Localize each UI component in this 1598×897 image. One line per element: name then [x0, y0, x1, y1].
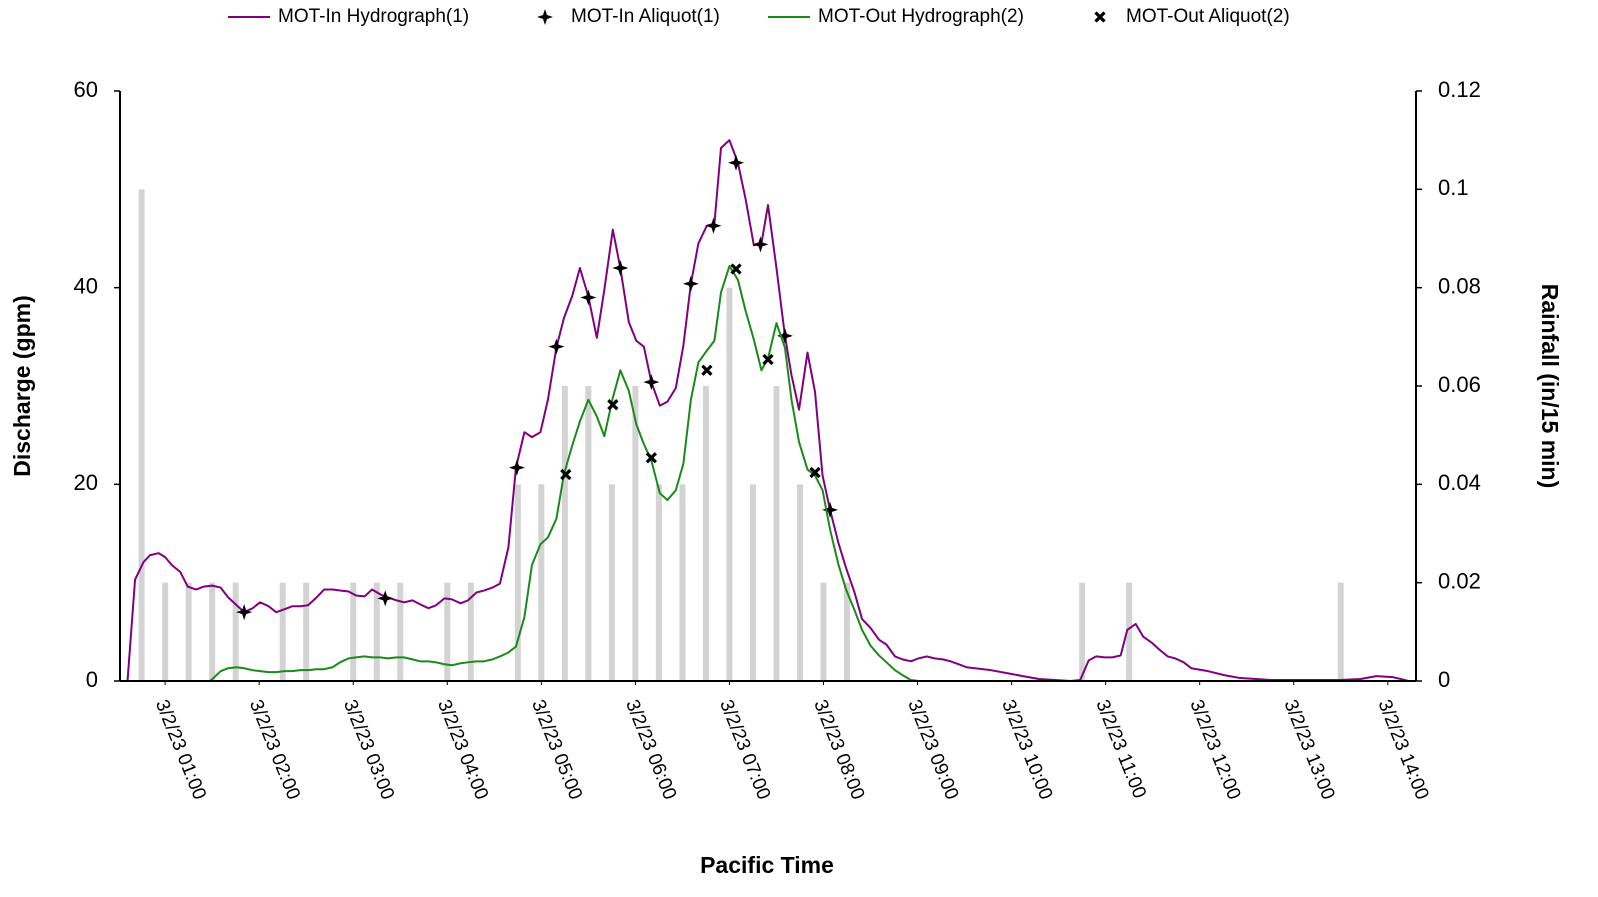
y-tick-label: 20: [74, 470, 98, 495]
x-tick-label: 3/2/23 02:00: [245, 697, 304, 803]
x-tick-label: 3/2/23 09:00: [903, 697, 962, 803]
rain-bar: [209, 582, 216, 681]
rain-bar: [655, 484, 662, 681]
marker: [701, 364, 713, 376]
y2-tick-label: 0: [1438, 667, 1450, 692]
rain-bar: [444, 582, 451, 681]
marker: [560, 468, 572, 481]
y-tick-label: 60: [74, 77, 98, 102]
rain-bar: [844, 582, 851, 681]
legend-label: MOT-Out Aliquot(2): [1126, 6, 1290, 27]
y-axis-title: Discharge (gpm): [9, 295, 35, 476]
rain-bar: [561, 386, 568, 681]
y2-tick-label: 0.12: [1438, 77, 1481, 102]
rain-bar: [514, 484, 521, 681]
legend-swatch: [537, 9, 553, 25]
marker: [730, 263, 742, 275]
marker: [607, 399, 619, 411]
legend-label: MOT-Out Hydrograph(2): [818, 6, 1024, 27]
marker: [645, 452, 658, 464]
rain-bar: [585, 386, 592, 681]
rain-bar: [749, 484, 756, 681]
x-tick-label: 3/2/23 03:00: [339, 697, 398, 803]
x-tick-label: 3/2/23 11:00: [1091, 697, 1150, 802]
y-tick-label: 0: [86, 667, 98, 692]
marker: [643, 374, 660, 391]
rain-bar: [1079, 582, 1086, 681]
x-tick-label: 3/2/23 01:00: [151, 697, 210, 803]
marker: [728, 154, 745, 171]
rain-bar: [1337, 582, 1344, 681]
marker: [752, 236, 769, 253]
y2-axis-title: Rainfall (in/15 min): [1537, 284, 1563, 488]
rain-bar: [796, 484, 803, 681]
legend-swatch: [1094, 11, 1106, 23]
x-tick-label: 3/2/23 05:00: [527, 697, 586, 803]
x-tick-label: 3/2/23 12:00: [1185, 697, 1244, 803]
rain-bar: [397, 582, 404, 681]
rain-bar: [538, 484, 545, 681]
rain-bar: [702, 386, 709, 681]
marker: [762, 353, 774, 366]
x-axis-title: Pacific Time: [700, 852, 834, 878]
marker: [776, 327, 793, 344]
y2-tick-label: 0.1: [1438, 175, 1469, 200]
x-tick-label: 3/2/23 10:00: [997, 697, 1056, 803]
marker: [822, 501, 839, 518]
hydrograph-line: [127, 265, 1409, 682]
hydrograph-line: [126, 139, 1409, 682]
marker: [508, 459, 525, 476]
marker: [236, 604, 253, 621]
legend-label: MOT-In Aliquot(1): [571, 6, 720, 27]
rain-bar: [773, 386, 780, 681]
rain-bar: [138, 189, 145, 682]
y2-tick-label: 0.08: [1438, 273, 1481, 298]
rain-bar: [1126, 582, 1133, 681]
y2-tick-label: 0.06: [1438, 372, 1481, 397]
x-tick-label: 3/2/23 07:00: [715, 697, 774, 803]
rain-bar: [232, 582, 239, 681]
rain-bar: [350, 582, 357, 681]
marker: [580, 289, 597, 306]
marker: [809, 466, 821, 479]
rain-bar: [162, 582, 169, 681]
rain-bar: [608, 484, 615, 681]
y2-tick-label: 0.04: [1438, 470, 1481, 495]
rain-bar: [820, 582, 827, 681]
x-tick-label: 3/2/23 06:00: [621, 697, 680, 803]
x-tick-label: 3/2/23 08:00: [809, 697, 868, 803]
y-tick-label: 40: [74, 273, 98, 298]
rain-bar: [726, 287, 733, 681]
x-tick-label: 3/2/23 13:00: [1279, 697, 1338, 803]
rain-bar: [303, 582, 310, 681]
rain-bar: [467, 582, 474, 681]
x-tick-label: 3/2/23 04:00: [433, 697, 492, 803]
rain-bar: [679, 484, 686, 681]
rain-bar: [279, 582, 286, 681]
marker: [548, 338, 565, 355]
y2-tick-label: 0.02: [1438, 568, 1481, 593]
marker: [682, 275, 699, 292]
legend-label: MOT-In Hydrograph(1): [278, 6, 469, 27]
rain-bar: [373, 582, 380, 681]
marker: [612, 260, 629, 276]
marker: [377, 590, 394, 607]
x-tick-label: 3/2/23 14:00: [1373, 697, 1432, 803]
rain-bar: [185, 582, 192, 681]
rain-bar: [632, 386, 639, 681]
marker: [705, 217, 722, 234]
